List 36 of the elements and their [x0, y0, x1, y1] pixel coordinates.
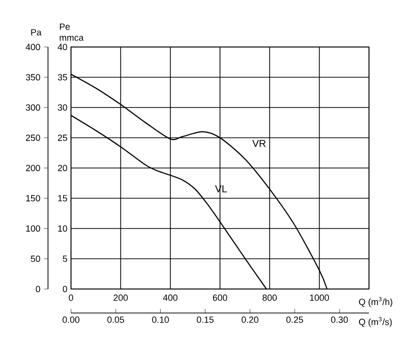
x2-tick-label: 0.20 [242, 316, 258, 323]
y2-tick-label: 20 [58, 164, 68, 172]
x-tick-label: 400 [163, 294, 178, 301]
x-tick-label: 600 [212, 294, 228, 301]
y-tick-label: 300 [26, 104, 40, 111]
x2-tick-label: 0.25 [286, 316, 304, 323]
x-axis-title: Q (m$^{3}$/h) [359, 297, 392, 307]
y2-tick-label: 0 [62, 286, 68, 292]
series-label: VR [252, 140, 266, 147]
y-tick-label: 250 [26, 134, 40, 141]
y2-tick-label: 25 [58, 134, 68, 141]
x-tick-label: 0 [68, 294, 74, 301]
x2-tick-label: 0.10 [152, 316, 169, 323]
x2-tick-label: 0.05 [107, 316, 124, 323]
y-tick-label: 200 [26, 164, 40, 172]
y-axis-title: Pa [31, 29, 42, 36]
y2-tick-label: 30 [58, 104, 68, 111]
y2-tick-label: 10 [58, 225, 68, 232]
y-tick-label: 150 [26, 195, 40, 202]
y-tick-label: 0 [36, 286, 40, 292]
y2-axis-title: Pe mmca [60, 24, 84, 41]
y-tick-label: 100 [26, 225, 40, 232]
x2-tick-label: 0.30 [331, 316, 348, 323]
x-tick-label: 1000 [310, 294, 329, 301]
x2-axis-title: Q (m$^{3}$/s) [359, 317, 392, 327]
y-tick-label: 50 [30, 256, 40, 262]
y2-tick-label: 5 [62, 256, 68, 262]
y-tick-label: 350 [26, 74, 40, 80]
x-tick-label: 800 [262, 294, 277, 301]
y2-tick-label: 15 [58, 195, 68, 202]
y2-tick-label: 40 [58, 44, 68, 50]
x-tick-label: 200 [114, 294, 128, 301]
x2-tick-label: 0.00 [62, 316, 80, 323]
x2-tick-label: 0.15 [196, 316, 214, 323]
y-tick-label: 400 [26, 44, 40, 50]
y2-tick-label: 35 [58, 74, 68, 80]
